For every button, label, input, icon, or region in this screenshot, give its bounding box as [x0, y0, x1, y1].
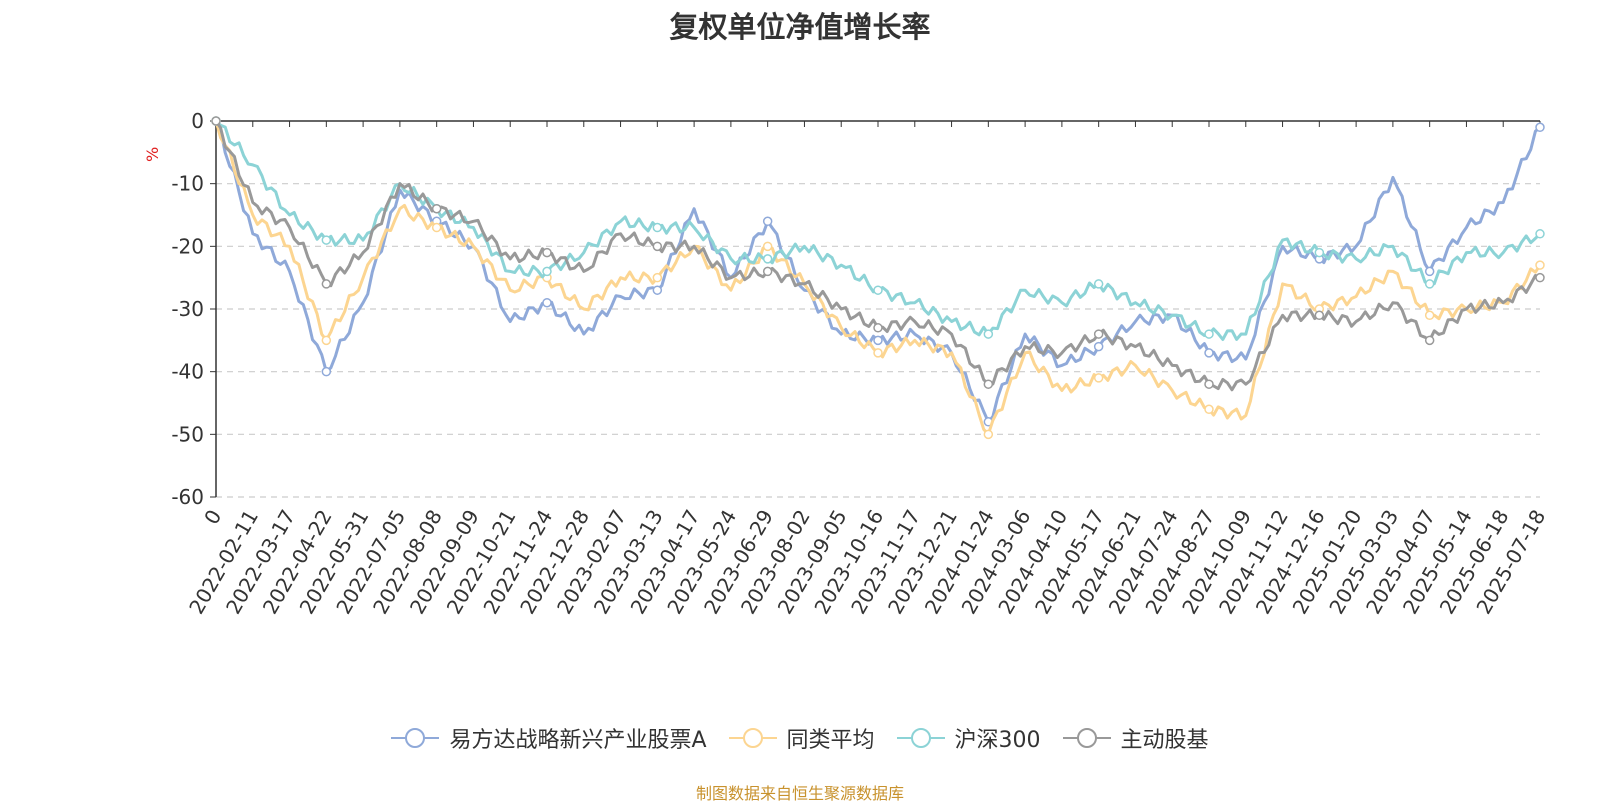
data-point [652, 285, 663, 295]
legend-label: 沪深300 [954, 728, 1041, 753]
y-axis-label: % [143, 147, 162, 162]
data-point [1204, 329, 1214, 339]
legend-item[interactable]: 同类平均 [728, 722, 875, 754]
data-point [652, 241, 663, 252]
data-point [762, 254, 773, 264]
y-tick-label: -20 [171, 234, 204, 258]
data-point [1424, 279, 1435, 289]
data-point [1535, 229, 1545, 239]
data-point [321, 235, 332, 245]
data-point [873, 285, 883, 295]
data-point [321, 279, 332, 289]
legend-marker-icon [1062, 728, 1111, 748]
data-point [1424, 310, 1435, 321]
legend-item[interactable]: 主动股基 [1062, 722, 1209, 754]
y-tick-label: -10 [171, 172, 204, 196]
legend-item[interactable]: 易方达战略新兴产业股票A [391, 722, 707, 754]
legend-item[interactable]: 沪深300 [896, 722, 1041, 754]
legend-marker-icon [728, 728, 777, 748]
data-point [762, 266, 773, 277]
legend-label: 主动股基 [1120, 728, 1209, 753]
data-point [1093, 341, 1104, 352]
y-tick-label: -60 [171, 485, 204, 509]
series-line [214, 120, 1541, 424]
data-point [542, 266, 552, 277]
gridlines [216, 183, 1540, 498]
data-point [873, 323, 883, 333]
data-point [762, 216, 773, 227]
legend-label: 同类平均 [786, 728, 875, 753]
data-point [652, 272, 663, 283]
data-point [1535, 260, 1545, 270]
data-point [1535, 272, 1545, 283]
y-tick-label: -30 [171, 297, 204, 321]
series-line [214, 119, 1542, 341]
data-point [1093, 329, 1104, 339]
series-line [214, 120, 1542, 436]
data-point [762, 241, 773, 252]
data-point [1204, 404, 1214, 415]
data-point [983, 329, 994, 339]
x-tick-label: 0 [199, 506, 226, 529]
data-point [1314, 310, 1325, 321]
y-tick-label: -40 [171, 360, 204, 384]
data-point [1204, 348, 1214, 358]
legend-marker-icon [391, 728, 440, 748]
data-point [1093, 373, 1104, 383]
y-tick-label: -50 [171, 422, 204, 446]
data-point [431, 203, 442, 214]
data-point [1424, 266, 1435, 277]
data-point [542, 297, 552, 308]
data-point [211, 116, 221, 126]
data-point [873, 348, 883, 358]
source-note: 制图数据来自恒生聚源数据库 [695, 784, 904, 803]
legend-label: 易方达战略新兴产业股票A [449, 728, 707, 753]
data-point [321, 366, 332, 377]
data-point [983, 379, 994, 389]
data-point [1093, 279, 1104, 289]
data-point [1314, 247, 1325, 258]
data-point [1424, 335, 1435, 346]
legend-marker-icon [896, 728, 945, 748]
data-point [652, 222, 663, 233]
data-point [983, 429, 994, 440]
series-lines [211, 116, 1545, 440]
data-point [873, 335, 883, 346]
data-point [431, 222, 442, 233]
data-point [1535, 122, 1545, 133]
data-point [1204, 379, 1214, 389]
chart-title: 复权单位净值增长率 [669, 10, 931, 44]
data-point [542, 247, 552, 258]
data-point [321, 335, 332, 346]
axes: 0-10-20-30-40-50-6002022-02-112022-03-17… [171, 109, 1550, 618]
legend: 易方达战略新兴产业股票A 同类平均 沪深300 主动股基 [0, 722, 1600, 754]
y-tick-label: 0 [191, 109, 204, 133]
